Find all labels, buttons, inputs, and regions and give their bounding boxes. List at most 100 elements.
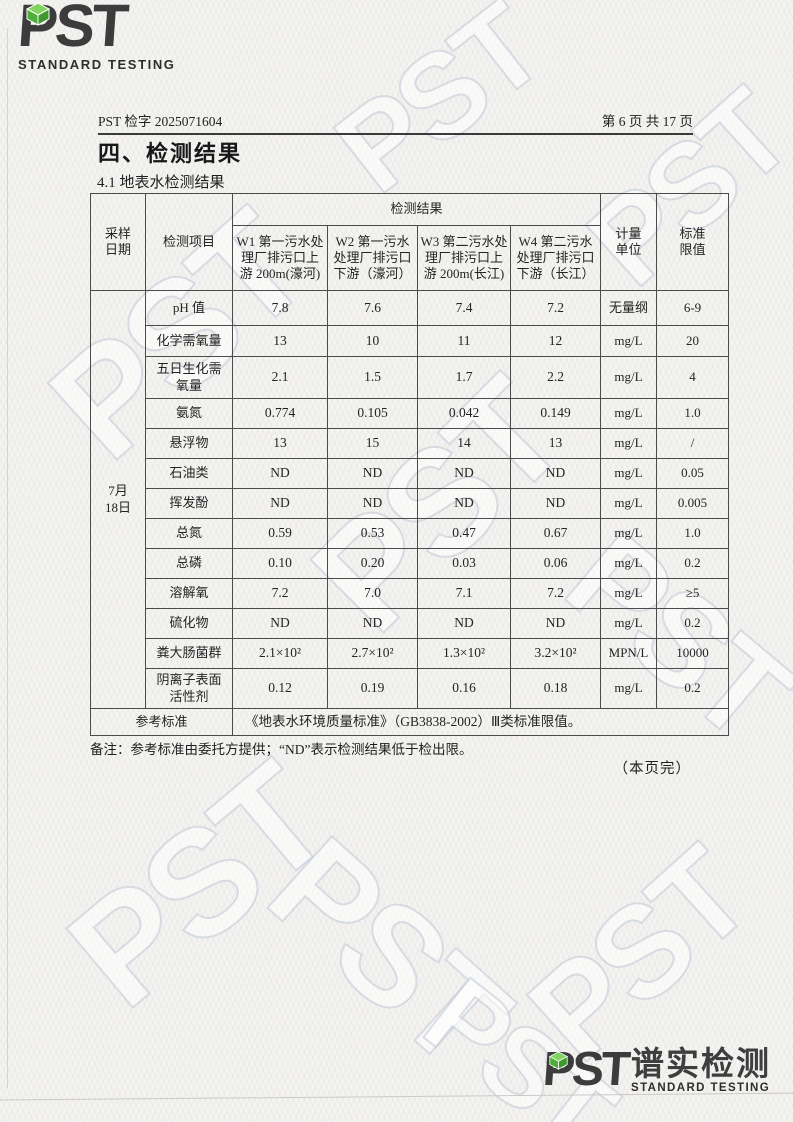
limit-cell: 10000 <box>656 638 730 669</box>
result-value: 0.20 <box>327 548 418 579</box>
sample-date-cell: 7月 18日 <box>90 290 146 709</box>
result-value: 0.12 <box>232 668 328 709</box>
result-value: 7.1 <box>417 578 511 609</box>
col-header-sample-date: 采样 日期 <box>90 193 146 291</box>
result-value: ND <box>509 458 602 489</box>
table-row: 五日生化需 氧量 2.1 1.5 1.7 2.2 mg/L 4 <box>91 356 730 399</box>
col-header-w1: W1 第一污水处理厂排污口上游 200m(濠河) <box>232 225 328 291</box>
result-value: 13 <box>232 325 328 357</box>
reference-standard-text: 《地表水环境质量标准》（GB3838-2002）Ⅲ类标准限值。 <box>231 708 730 736</box>
limit-cell: 0.05 <box>656 458 730 489</box>
col-header-limit: 标准 限值 <box>656 193 730 291</box>
reference-standard-row: 参考标准 《地表水环境质量标准》（GB3838-2002）Ⅲ类标准限值。 <box>90 708 730 736</box>
unit-cell: mg/L <box>600 325 658 357</box>
unit-cell: mg/L <box>600 488 658 519</box>
pst-logo-chinese-name: 谱实检测 <box>631 1045 771 1082</box>
result-value: 15 <box>327 428 418 459</box>
limit-cell: 0.005 <box>656 488 730 519</box>
report-number: PST 检字 2025071604 <box>98 114 223 129</box>
green-cube-icon <box>26 2 50 26</box>
limit-cell: 20 <box>656 325 730 357</box>
limit-cell: 0.2 <box>656 548 730 579</box>
result-value: 0.67 <box>509 518 602 549</box>
result-value: ND <box>327 458 418 489</box>
result-value: 0.16 <box>417 668 511 709</box>
limit-cell: 1.0 <box>656 518 730 549</box>
table-row: 化学需氧量 13 10 11 12 mg/L 20 <box>91 325 730 357</box>
limit-cell: ≥5 <box>656 578 730 609</box>
table-row: 硫化物 ND ND ND ND mg/L 0.2 <box>91 608 730 639</box>
limit-cell: 4 <box>656 356 730 399</box>
result-value: ND <box>232 608 328 639</box>
result-value: ND <box>509 488 602 519</box>
item-name: 粪大肠菌群 <box>145 638 233 669</box>
result-value: 0.105 <box>327 398 418 429</box>
pst-logo-tagline: STANDARD TESTING <box>631 1082 771 1094</box>
table-row: 总氮 0.59 0.53 0.47 0.67 mg/L 1.0 <box>91 518 730 549</box>
result-value: 7.2 <box>509 290 602 326</box>
item-name: 硫化物 <box>145 608 233 639</box>
table-row: 7月 18日 pH 值 7.8 7.6 7.4 7.2 无量纲 6-9 <box>90 290 730 709</box>
unit-cell: mg/L <box>600 548 658 579</box>
result-value: 2.1×10² <box>232 638 328 669</box>
item-name: 总氮 <box>145 518 233 549</box>
table-row: 石油类 ND ND ND ND mg/L 0.05 <box>91 458 730 489</box>
result-value: 12 <box>509 325 602 357</box>
item-name: 总磷 <box>145 548 233 579</box>
col-header-unit: 计量 单位 <box>600 193 658 291</box>
result-value: ND <box>327 488 418 519</box>
result-value: 0.18 <box>509 668 602 709</box>
table-row: 悬浮物 13 15 14 13 mg/L / <box>91 428 730 459</box>
result-value: 0.47 <box>417 518 511 549</box>
col-header-w3: W3 第二污水处理厂排污口上游 200m(长江) <box>417 225 511 291</box>
result-value: 0.149 <box>509 398 602 429</box>
result-value: 7.2 <box>509 578 602 609</box>
item-name: 挥发酚 <box>145 488 233 519</box>
reference-standard-label: 参考标准 <box>90 708 233 736</box>
table-row: 阴离子表面 活性剂 0.12 0.19 0.16 0.18 mg/L 0.2 <box>91 668 730 709</box>
unit-cell: mg/L <box>600 356 658 399</box>
table-row: 总磷 0.10 0.20 0.03 0.06 mg/L 0.2 <box>91 548 730 579</box>
limit-cell: 0.2 <box>656 668 730 709</box>
limit-cell: / <box>656 428 730 459</box>
table-row: 粪大肠菌群 2.1×10² 2.7×10² 1.3×10² 3.2×10² MP… <box>91 638 730 669</box>
result-value: 13 <box>509 428 602 459</box>
result-value: 0.06 <box>509 548 602 579</box>
unit-cell: 无量纲 <box>600 290 658 326</box>
result-value: 0.774 <box>232 398 328 429</box>
item-name: 石油类 <box>145 458 233 489</box>
item-name: 五日生化需 氧量 <box>145 356 233 399</box>
header-rule: PST 检字 2025071604 第 6 页 共 17 页 <box>98 110 693 135</box>
result-value: 1.7 <box>417 356 511 399</box>
result-value: 1.5 <box>327 356 418 399</box>
item-name: pH 值 <box>145 290 233 326</box>
unit-cell: mg/L <box>600 518 658 549</box>
result-value: ND <box>327 608 418 639</box>
item-name: 氨氮 <box>145 398 233 429</box>
result-value: 11 <box>417 325 511 357</box>
result-value: 0.10 <box>232 548 328 579</box>
result-value: ND <box>417 458 511 489</box>
result-value: 7.0 <box>327 578 418 609</box>
page-indicator: 第 6 页 共 17 页 <box>601 114 693 129</box>
result-value: 0.53 <box>327 518 418 549</box>
limit-cell: 6-9 <box>656 290 730 326</box>
result-value: 7.8 <box>232 290 328 326</box>
item-name: 溶解氧 <box>145 578 233 609</box>
pst-watermark: PST <box>239 806 535 1095</box>
result-value: 2.7×10² <box>327 638 418 669</box>
result-value: ND <box>232 458 328 489</box>
result-value: 7.4 <box>417 290 511 326</box>
unit-cell: mg/L <box>600 608 658 639</box>
results-table-container: 采样 日期 检测项目 检测结果 计量 单位 标准 限值 W1 第一污水处理厂排污… <box>90 193 730 736</box>
table-row: 氨氮 0.774 0.105 0.042 0.149 mg/L 1.0 <box>91 398 730 429</box>
result-value: 0.59 <box>232 518 328 549</box>
page-end-marker: （本页完） <box>613 761 691 777</box>
item-name: 化学需氧量 <box>145 325 233 357</box>
result-value: 7.2 <box>232 578 328 609</box>
section-title: 四、检测结果 <box>98 141 243 166</box>
col-header-results: 检测结果 <box>231 193 602 226</box>
unit-cell: MPN/L <box>600 638 658 669</box>
result-value: 10 <box>327 325 418 357</box>
